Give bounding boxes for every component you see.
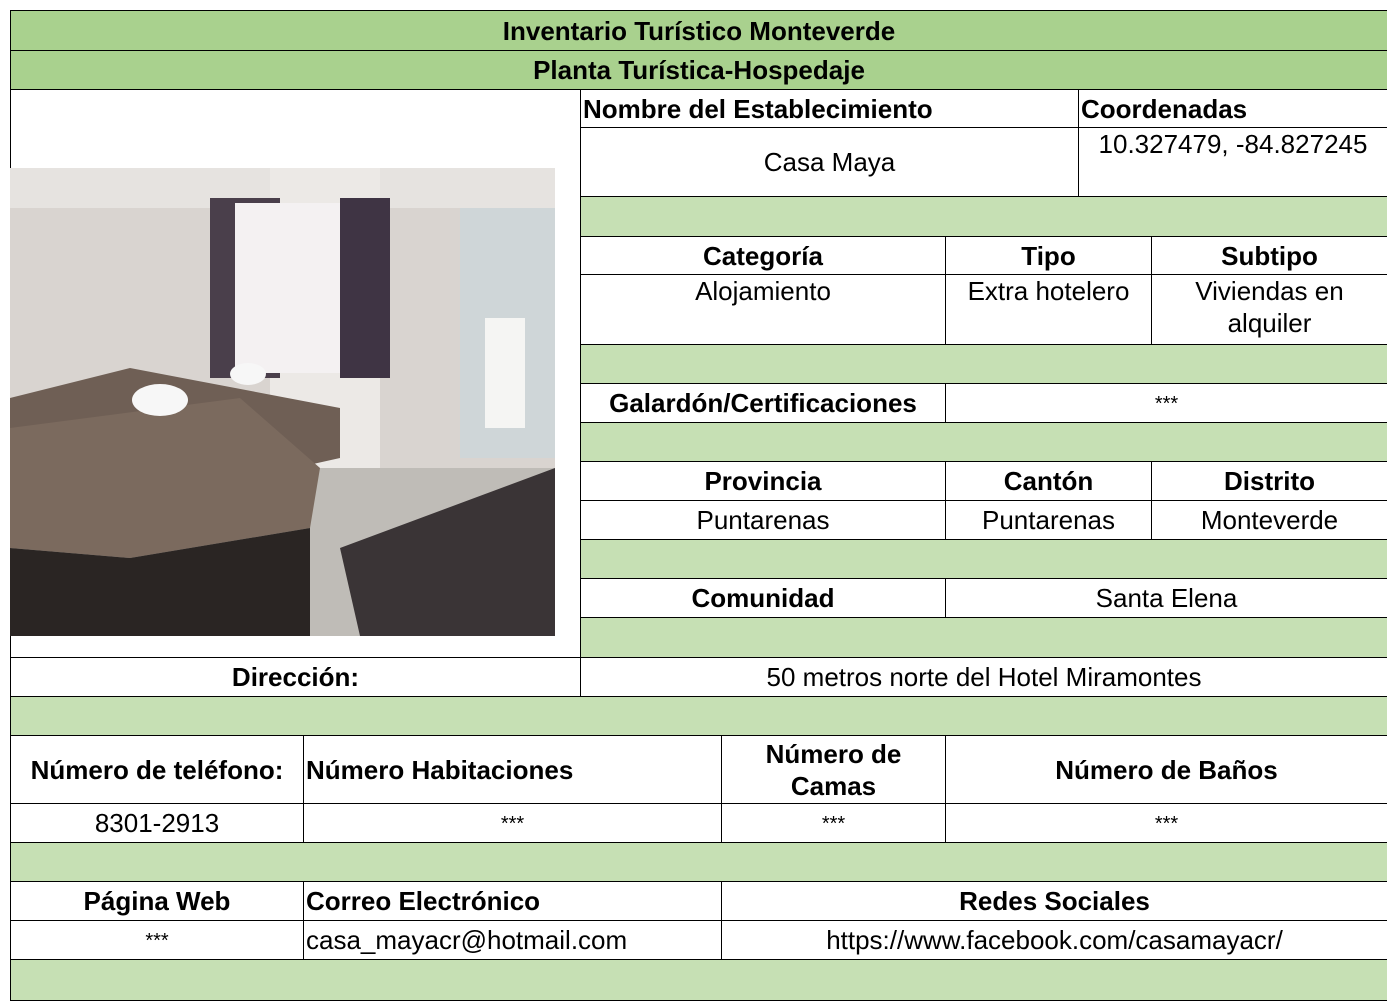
- value: 50 metros norte del Hotel Miramontes: [580, 657, 1387, 697]
- spacer: [10, 696, 1387, 736]
- value: Alojamiento: [580, 274, 946, 345]
- label: Número de teléfono:: [10, 735, 304, 804]
- value: ***: [10, 920, 304, 960]
- label: Número Habitaciones: [303, 735, 722, 804]
- spacer: [580, 196, 1387, 237]
- spacer: [580, 422, 1387, 462]
- value: Extra hotelero: [945, 274, 1152, 345]
- email[interactable]: casa_mayacr@hotmail.com: [303, 920, 722, 960]
- label: Correo Electrónico: [303, 881, 722, 921]
- label: Tipo: [945, 236, 1152, 275]
- label: Categoría: [580, 236, 946, 275]
- value: ***: [303, 803, 722, 843]
- label: Dirección:: [10, 657, 581, 697]
- value: ***: [945, 803, 1387, 843]
- spacer: [10, 959, 1387, 1001]
- title: Inventario Turístico Monteverde: [10, 10, 1387, 51]
- value: Monteverde: [1151, 500, 1387, 540]
- label: Redes Sociales: [721, 881, 1387, 921]
- subtitle: Planta Turística-Hospedaje: [10, 50, 1387, 90]
- value: 8301-2913: [10, 803, 304, 843]
- room-photo: [10, 168, 555, 636]
- spacer: [580, 344, 1387, 384]
- label: Cantón: [945, 461, 1152, 501]
- value: Puntarenas: [945, 500, 1152, 540]
- label: Distrito: [1151, 461, 1387, 501]
- label: Página Web: [10, 881, 304, 921]
- label: Coordenadas: [1078, 89, 1387, 128]
- name: Casa Maya: [580, 127, 1079, 197]
- url[interactable]: https://www.facebook.com/casamayacr/: [721, 920, 1387, 960]
- label: Número de Camas: [721, 735, 946, 804]
- label: Nombre del Establecimiento: [580, 89, 1079, 128]
- label: Número de Baños: [945, 735, 1387, 804]
- spacer: [580, 539, 1387, 579]
- value: ***: [721, 803, 946, 843]
- value: Santa Elena: [945, 578, 1387, 618]
- label: Subtipo: [1151, 236, 1387, 275]
- value: Puntarenas: [580, 500, 946, 540]
- label: Provincia: [580, 461, 946, 501]
- label: Comunidad: [580, 578, 946, 618]
- label: Galardón/Certificaciones: [580, 383, 946, 423]
- coordinates: 10.327479, -84.827245: [1078, 127, 1387, 197]
- value: ***: [945, 383, 1387, 423]
- value: Viviendas en alquiler: [1151, 274, 1387, 345]
- spacer: [580, 617, 1387, 658]
- spacer: [10, 842, 1387, 882]
